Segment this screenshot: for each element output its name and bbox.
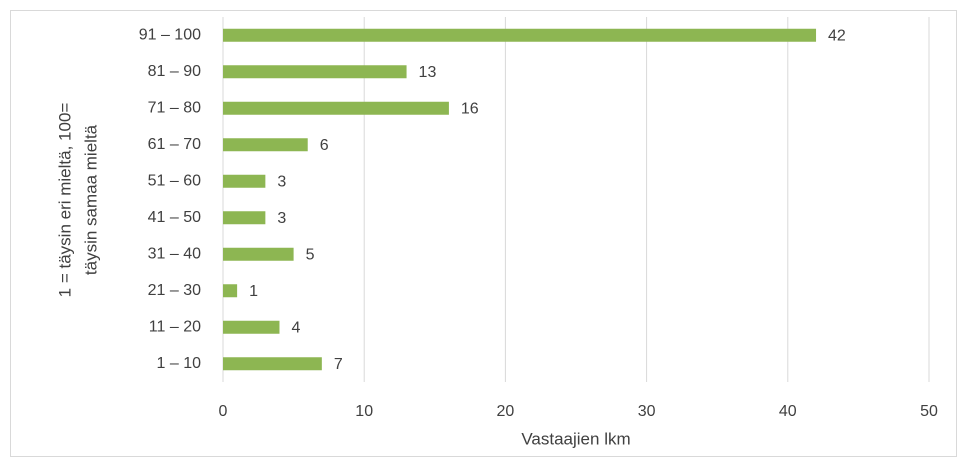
y-axis-label-line: 1 = täysin eri mieltä, 100= bbox=[55, 103, 74, 298]
y-tick-label: 21 – 30 bbox=[148, 282, 201, 299]
value-label: 4 bbox=[291, 319, 300, 336]
y-tick-label: 31 – 40 bbox=[148, 245, 201, 262]
value-label: 5 bbox=[306, 246, 315, 263]
value-label: 7 bbox=[334, 356, 343, 373]
y-tick-label: 1 – 10 bbox=[157, 355, 202, 372]
value-label: 6 bbox=[320, 137, 329, 154]
value-label: 42 bbox=[828, 27, 846, 44]
bar bbox=[223, 357, 322, 371]
bar bbox=[223, 65, 407, 79]
bar bbox=[223, 211, 266, 225]
chart-frame bbox=[10, 10, 957, 457]
y-tick-label: 11 – 20 bbox=[149, 318, 201, 335]
bar bbox=[223, 28, 817, 42]
y-axis-label-line: täysin samaa mieltä bbox=[81, 124, 100, 275]
y-tick-label: 71 – 80 bbox=[148, 99, 201, 116]
value-label: 3 bbox=[277, 173, 286, 190]
y-axis-label: 1 = täysin eri mieltä, 100= täysin samaa… bbox=[55, 103, 100, 298]
value-label: 16 bbox=[461, 100, 479, 117]
value-label: 1 bbox=[249, 283, 258, 300]
x-axis-label: Vastaajien lkm bbox=[521, 429, 630, 448]
y-tick-label: 81 – 90 bbox=[148, 63, 201, 80]
bar bbox=[223, 284, 238, 298]
x-tick-label: 30 bbox=[638, 403, 656, 420]
bar bbox=[223, 247, 294, 261]
bar bbox=[223, 101, 449, 115]
x-tick-label: 20 bbox=[497, 403, 515, 420]
x-tick-label: 10 bbox=[355, 403, 373, 420]
y-tick-label: 61 – 70 bbox=[148, 136, 201, 153]
x-tick-label: 50 bbox=[920, 403, 938, 420]
bar bbox=[223, 320, 280, 334]
y-tick-label: 41 – 50 bbox=[148, 209, 201, 226]
x-tick-label: 0 bbox=[219, 403, 228, 420]
y-tick-label: 91 – 100 bbox=[139, 26, 201, 43]
bar bbox=[223, 174, 266, 188]
x-tick-label: 40 bbox=[779, 403, 797, 420]
value-label: 3 bbox=[277, 210, 286, 227]
bar bbox=[223, 138, 308, 152]
value-label: 13 bbox=[419, 64, 437, 81]
y-tick-label: 51 – 60 bbox=[148, 172, 201, 189]
